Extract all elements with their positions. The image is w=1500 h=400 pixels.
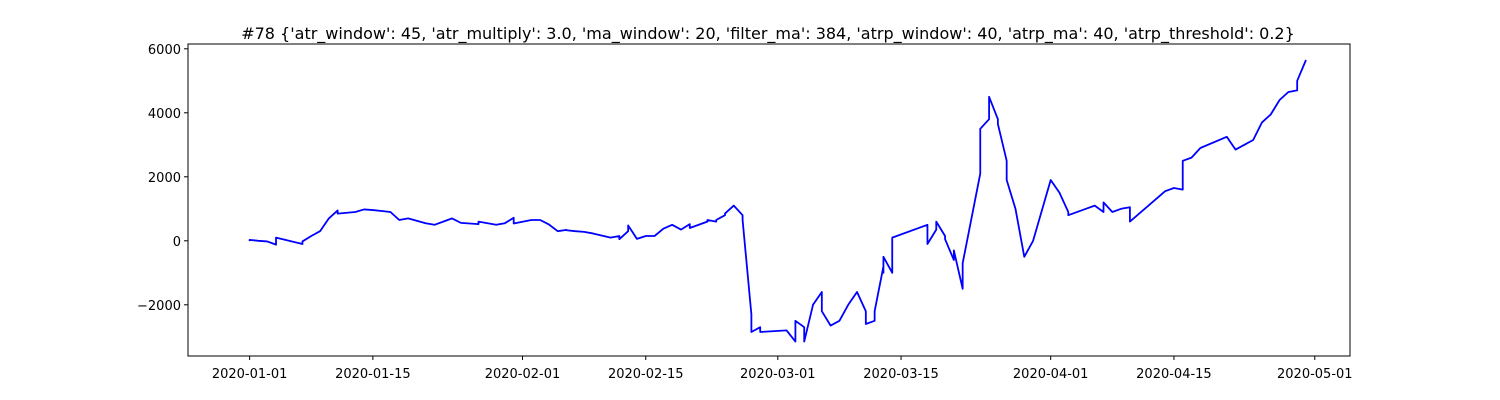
- y-tick-label: 4000: [148, 107, 181, 122]
- x-tick-label: 2020-02-15: [608, 367, 684, 382]
- y-tick-label: 2000: [148, 171, 181, 186]
- chart-title: #78 {'atr_window': 45, 'atr_multiply': 3…: [241, 24, 1295, 44]
- x-tick-label: 2020-05-01: [1277, 367, 1353, 382]
- x-tick-label: 2020-02-01: [485, 367, 561, 382]
- y-tick-label: −2000: [137, 299, 181, 314]
- x-tick-label: 2020-04-15: [1136, 367, 1212, 382]
- x-tick-label: 2020-01-01: [212, 367, 288, 382]
- x-tick-label: 2020-01-15: [335, 367, 411, 382]
- x-tick-label: 2020-04-01: [1013, 367, 1089, 382]
- y-tick-label: 0: [173, 235, 181, 250]
- x-tick-label: 2020-03-15: [863, 367, 939, 382]
- x-tick-label: 2020-03-01: [740, 367, 816, 382]
- series-line: [248, 59, 1307, 343]
- x-axis: 2020-01-01 2020-01-15 2020-02-01 2020-02-15…: [212, 356, 1353, 382]
- plot-area: [187, 43, 1351, 357]
- y-axis: −2000 0 2000 4000 6000: [137, 43, 188, 314]
- y-tick-label: 6000: [148, 43, 181, 58]
